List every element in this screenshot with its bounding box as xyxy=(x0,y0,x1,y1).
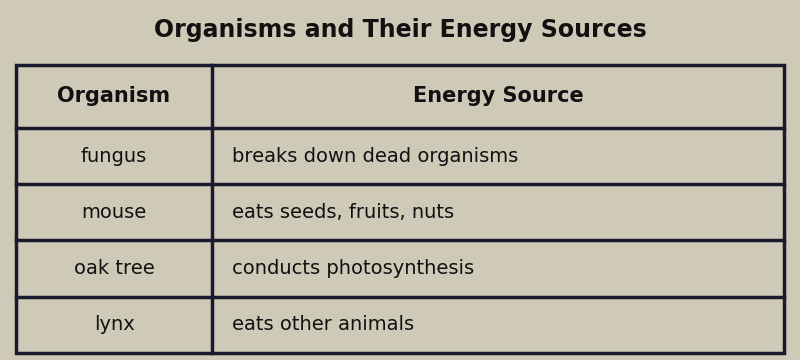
Text: lynx: lynx xyxy=(94,315,134,334)
Bar xyxy=(16,65,784,353)
Text: oak tree: oak tree xyxy=(74,259,154,278)
Text: fungus: fungus xyxy=(81,147,147,166)
Text: conducts photosynthesis: conducts photosynthesis xyxy=(232,259,474,278)
Text: eats other animals: eats other animals xyxy=(232,315,414,334)
Text: mouse: mouse xyxy=(82,203,146,222)
Text: Energy Source: Energy Source xyxy=(413,86,583,107)
Text: Organisms and Their Energy Sources: Organisms and Their Energy Sources xyxy=(154,18,646,42)
Text: Organism: Organism xyxy=(58,86,170,107)
Text: eats seeds, fruits, nuts: eats seeds, fruits, nuts xyxy=(232,203,454,222)
Text: breaks down dead organisms: breaks down dead organisms xyxy=(232,147,518,166)
